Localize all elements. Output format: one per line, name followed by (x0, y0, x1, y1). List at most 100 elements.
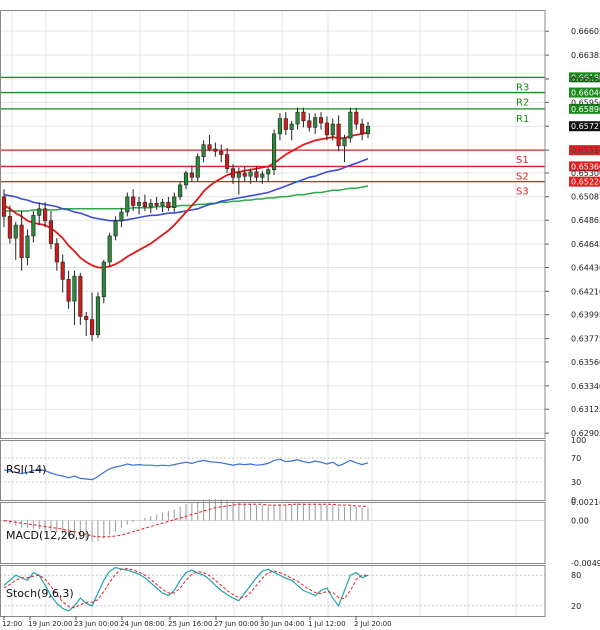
level-price-box (569, 161, 600, 172)
time-tick-label: 12:00 (2, 620, 22, 628)
candle-body (336, 123, 341, 147)
candle-body (48, 220, 54, 244)
level-price-box (569, 176, 600, 187)
time-tick-label: 25 Jun 16:00 (168, 620, 212, 628)
level-name-r3: R3 (516, 82, 529, 93)
candle-body (66, 279, 71, 302)
candle-body (178, 184, 183, 198)
chart-axes: 0.666050.663850.661650.659500.657300.655… (0, 10, 600, 628)
candle-body (172, 196, 177, 209)
candle-body (318, 117, 324, 124)
price-tick-label: 0.65081 (571, 193, 600, 202)
candle-body (266, 169, 271, 175)
candle-body (189, 172, 194, 178)
candle-body (95, 296, 100, 336)
level-name-s3: S3 (516, 187, 529, 198)
candle-body (1, 196, 7, 217)
current-price-label: 0.65727 (571, 122, 600, 131)
candle-body (113, 220, 118, 237)
ma-red-line (3, 131, 369, 269)
candle-body (43, 208, 48, 222)
time-tick-label: 23 Jun 00:00 (74, 620, 118, 628)
price-tick-label: 0.66165 (571, 75, 600, 84)
level-price-label: 0.65360 (571, 162, 600, 171)
candle-body (272, 133, 277, 170)
time-tick-label: 1 Jul 12:00 (308, 620, 346, 628)
macd-label: MACD(12,26,9) (6, 529, 90, 542)
rsi-line (3, 458, 369, 481)
price-tick-label: 0.66385 (571, 51, 600, 60)
stoch-d-line (3, 568, 368, 609)
candle-body (230, 168, 236, 178)
candle-body (84, 316, 89, 320)
candle-body (25, 235, 30, 258)
price-tick-label: 0.62905 (571, 429, 600, 438)
candle-body (289, 123, 294, 130)
candle-body (295, 111, 300, 125)
candle-body (60, 261, 65, 280)
price-tick-label: 0.64645 (571, 240, 600, 249)
level-name-r2: R2 (516, 98, 529, 109)
rsi-tick-label: 0 (571, 496, 576, 505)
candle-body (225, 154, 230, 169)
candle-body (213, 148, 218, 152)
panel-border (0, 502, 546, 564)
time-tick-label: 19 Jun 20:00 (28, 620, 72, 628)
stoch-k-line (3, 566, 369, 612)
macd-panel: 0.002164 0.00 -0.004957 MACD(12,26,9) (0, 498, 600, 568)
candle-body (324, 122, 329, 136)
current-price-box (569, 121, 600, 132)
price-tick-label: 0.64865 (571, 216, 600, 225)
candle-body (142, 201, 147, 207)
candle-body (201, 144, 206, 157)
rsi-tick-label: 100 (571, 436, 586, 445)
candle-body (154, 203, 159, 206)
candle-body (242, 172, 247, 177)
candle-body (54, 243, 59, 263)
candle-body (330, 123, 335, 136)
level-price-label: 0.66180 (571, 73, 600, 82)
candle-body (183, 172, 189, 186)
stoch-tick-label: 80 (571, 571, 581, 580)
stoch-panel: 80 20 Stoch(9,6,3) (0, 566, 581, 612)
level-price-box (569, 103, 600, 114)
candle-body (365, 125, 371, 135)
candle-body (348, 111, 353, 139)
candle-body (90, 319, 95, 336)
time-tick-label: 30 Jun 04:00 (260, 620, 304, 628)
price-tick-label: 0.63995 (571, 311, 600, 320)
candle-body (13, 224, 18, 239)
candle-body (37, 208, 42, 216)
time-tick-label: 27 Jun 00:00 (214, 620, 258, 628)
candle-body (260, 173, 265, 178)
rsi-tick-label: 30 (571, 478, 581, 487)
candle-body (160, 201, 165, 206)
candle-body (360, 123, 365, 135)
candle-body (166, 201, 171, 209)
time-tick-label: 24 Jun 08:00 (120, 620, 164, 628)
candle-body (107, 235, 112, 263)
stoch-label: Stoch(9,6,3) (6, 587, 74, 600)
level-price-label: 0.66040 (571, 89, 600, 98)
candle-body (354, 111, 359, 125)
panel-border (0, 440, 546, 501)
macd-tick-label: -0.004957 (571, 559, 600, 568)
candle-body (219, 150, 224, 155)
candle-body (307, 120, 312, 128)
rsi-tick-label: 70 (571, 454, 581, 463)
macd-tick-label: 0.00 (571, 517, 589, 526)
level-price-box (569, 87, 600, 98)
candle-body (236, 172, 241, 178)
candle-body (254, 171, 259, 178)
level-price-label: 0.65890 (571, 105, 600, 114)
price-tick-label: 0.63775 (571, 335, 600, 344)
candle-body (101, 261, 106, 298)
